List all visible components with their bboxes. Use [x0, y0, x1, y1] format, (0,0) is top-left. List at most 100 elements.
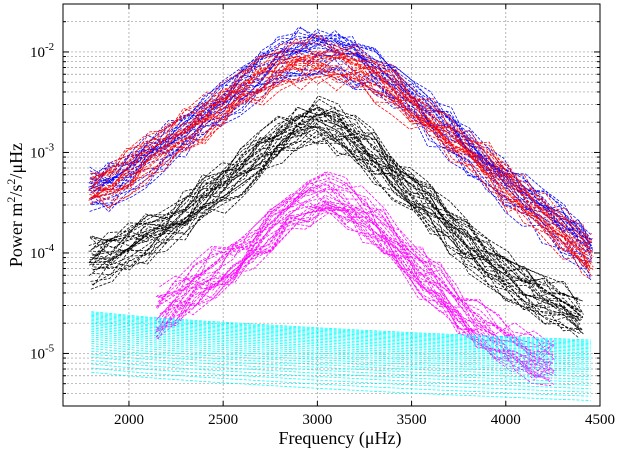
series-line	[90, 58, 594, 271]
series-line	[92, 120, 583, 330]
series-line	[91, 320, 591, 350]
series-line	[154, 207, 555, 378]
series-line	[89, 39, 592, 240]
y-axis-label-base: Power m	[6, 203, 26, 268]
y-tick-label-base: 10	[30, 145, 45, 161]
series-line	[91, 336, 591, 366]
series-line	[88, 33, 590, 244]
series-line	[88, 62, 591, 273]
series-line	[90, 29, 589, 239]
y-tick-label-base: 10	[30, 45, 45, 61]
series-line	[91, 331, 591, 361]
tick-marks	[63, 3, 601, 407]
series-layer	[88, 26, 594, 401]
series-line	[91, 311, 591, 341]
series-line	[92, 51, 590, 254]
series-line	[91, 343, 591, 373]
series-line	[91, 313, 591, 343]
x-tick-label: 3500	[397, 412, 427, 428]
series-line	[91, 329, 591, 359]
series-line	[91, 317, 591, 347]
series-line	[88, 57, 593, 261]
y-tick-label-base: 10	[30, 346, 45, 362]
x-tick-label: 2000	[114, 412, 144, 428]
series-line	[89, 112, 580, 312]
series-line	[92, 31, 593, 248]
series-line	[159, 199, 554, 376]
series-line	[91, 322, 591, 352]
x-axis-label: Frequency (μHz)	[278, 428, 401, 449]
series-line	[93, 95, 582, 311]
series-line	[159, 207, 556, 376]
series-line	[91, 113, 580, 319]
series-line	[155, 200, 556, 374]
series-line	[159, 184, 555, 366]
y-tick-label-exponent: -4	[45, 242, 55, 254]
series-line	[90, 106, 584, 318]
series-line	[93, 71, 594, 270]
x-tick-labels: 2000 2500 3000 3500 4000 4500	[114, 412, 615, 428]
series-line	[156, 208, 553, 373]
series-line	[91, 98, 584, 302]
y-tick-labels: 10-510-410-310-2	[30, 41, 55, 362]
y-axis-label-tail: /μHz	[6, 143, 26, 179]
y-tick-label: 10-3	[30, 141, 55, 161]
series-line	[88, 56, 594, 263]
y-tick-label-exponent: -3	[45, 141, 55, 153]
series-line	[155, 190, 552, 369]
y-axis-label-sup1: 2	[4, 197, 18, 203]
series-line	[89, 106, 581, 305]
series-line	[88, 66, 591, 275]
y-tick-label: 10-5	[30, 342, 55, 362]
series-line	[91, 327, 591, 357]
series-line	[91, 348, 591, 378]
series-line	[90, 58, 590, 253]
series-line	[93, 35, 591, 244]
y-axis-label: Power m2/s2/μHz	[4, 143, 26, 267]
y-tick-label: 10-4	[30, 242, 55, 262]
x-tick-label: 4000	[491, 412, 521, 428]
x-tick-label: 2500	[208, 412, 238, 428]
series-line	[91, 33, 593, 240]
series-line	[89, 66, 594, 268]
series-line	[90, 72, 591, 270]
y-tick-label-exponent: -5	[45, 342, 55, 354]
series-line	[91, 345, 591, 375]
series-line	[91, 316, 591, 346]
series-line	[92, 109, 581, 313]
series-line	[159, 186, 556, 358]
x-tick-label: 3000	[302, 412, 332, 428]
series-line	[91, 363, 591, 393]
series-line	[157, 203, 551, 366]
y-tick-label-base: 10	[30, 246, 45, 262]
series-line	[91, 123, 583, 335]
series-line	[91, 314, 591, 344]
series-line	[91, 312, 591, 342]
series-line	[91, 356, 591, 386]
series-line	[93, 41, 593, 257]
y-tick-label: 10-2	[30, 41, 54, 61]
series-line	[92, 122, 584, 335]
y-axis-label-sup2: 2	[4, 179, 18, 185]
series-line	[91, 334, 591, 364]
series-line	[93, 52, 592, 246]
series-line	[88, 114, 584, 315]
y-axis-label-mid: /s	[6, 185, 26, 197]
y-tick-label-exponent: -2	[45, 41, 54, 53]
series-line	[91, 340, 591, 370]
series-line	[91, 324, 591, 354]
series-line	[155, 177, 555, 361]
series-line	[89, 126, 582, 320]
series-line	[91, 130, 579, 339]
series-line	[159, 180, 553, 346]
series-line	[90, 115, 582, 322]
series-line	[91, 350, 591, 380]
series-line	[91, 353, 591, 383]
series-line	[157, 171, 554, 353]
series-line	[155, 201, 556, 386]
x-tick-label: 4500	[585, 412, 615, 428]
series-line	[91, 52, 591, 258]
series-line	[88, 49, 593, 255]
series-line	[90, 128, 581, 325]
